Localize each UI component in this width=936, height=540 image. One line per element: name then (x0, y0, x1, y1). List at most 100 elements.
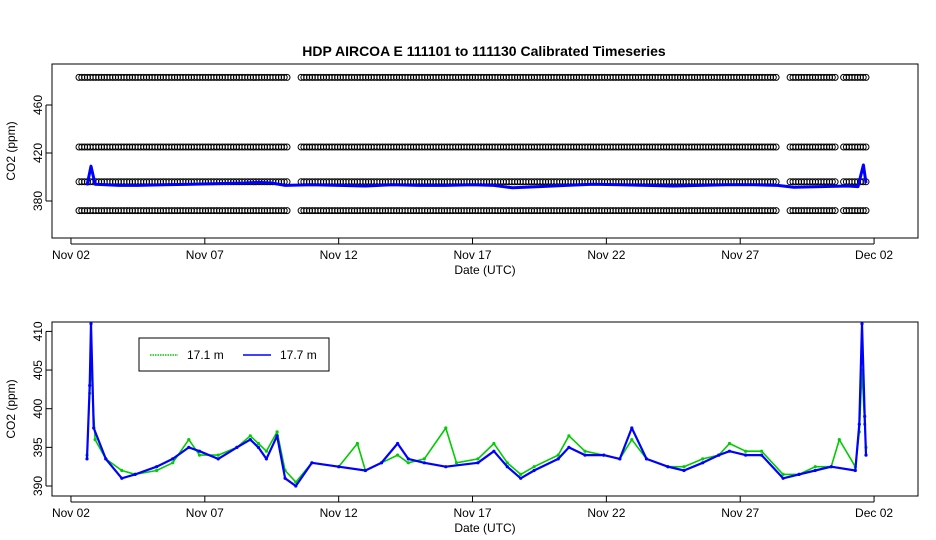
data-point (532, 465, 536, 469)
x-tick-label: Nov 02 (52, 506, 90, 520)
data-point (92, 426, 96, 430)
x-tick-label: Nov 02 (52, 248, 90, 262)
data-point (630, 438, 634, 442)
reference-point (283, 207, 291, 215)
y-axis-label: CO2 (ppm) (4, 379, 18, 438)
series-17-1m (85, 360, 868, 484)
data-point (216, 457, 220, 461)
data-point (567, 445, 571, 449)
reference-point (859, 73, 867, 81)
top-panel: Nov 02 Nov 07 Nov 12 Nov 17 Nov 22 Nov 27 Dec … (4, 63, 919, 277)
reference-point (828, 143, 836, 151)
data-point (682, 465, 686, 469)
data-point (583, 449, 587, 453)
reference-point (862, 207, 870, 215)
bottom-panel: Nov 02 Nov 07 Nov 12 Nov 17 Nov 22 Nov 27 Dec … (4, 321, 919, 535)
data-point (422, 457, 426, 461)
data-point (760, 449, 764, 453)
data-point (727, 449, 732, 453)
data-point (744, 453, 748, 457)
data-point (630, 426, 634, 430)
data-point (104, 457, 108, 461)
data-point (275, 434, 279, 438)
legend: 17.1 m 17.7 m (138, 337, 330, 372)
data-point (813, 465, 817, 469)
data-point (355, 441, 359, 446)
data-point (666, 465, 670, 469)
data-point (294, 480, 298, 484)
reference-point (280, 143, 288, 151)
series-ambient-line (85, 163, 868, 190)
data-point (264, 457, 268, 461)
data-point (310, 461, 314, 465)
x-tick-label: Nov 22 (587, 506, 625, 520)
chart-title: HDP AIRCOA E 111101 to 111130 Calibrated… (302, 43, 666, 59)
data-point (396, 453, 400, 457)
data-point (454, 461, 459, 465)
x-tick-label: Dec 02 (855, 248, 893, 262)
data-point (444, 465, 448, 469)
reference-point (772, 143, 780, 151)
data-point (406, 461, 410, 465)
data-point (88, 383, 92, 388)
x-axis-label: Date (UTC) (454, 521, 515, 535)
data-point (583, 453, 587, 457)
x-tick-label: Nov 17 (454, 248, 492, 262)
x-axis-label: Date (UTC) (454, 263, 515, 277)
reference-point (859, 143, 867, 151)
data-point (556, 453, 560, 457)
x-tick-label: Nov 12 (320, 248, 358, 262)
y-tick-label: 420 (31, 143, 45, 163)
data-point (187, 445, 191, 449)
reference-point (828, 73, 836, 81)
data-point (275, 430, 279, 434)
reference-point (862, 143, 870, 151)
data-point (863, 414, 867, 418)
data-point (171, 461, 175, 465)
series-line (86, 361, 867, 483)
x-tick-label: Nov 17 (454, 506, 492, 520)
data-point (133, 472, 137, 476)
y-tick-label: 390 (31, 476, 45, 496)
x-tick-label: Nov 27 (721, 248, 759, 262)
data-point (422, 461, 426, 465)
data-point (492, 449, 496, 453)
data-point (860, 322, 864, 326)
data-point (556, 457, 560, 461)
data-point (197, 449, 202, 453)
reference-point (769, 143, 777, 151)
data-point (256, 441, 260, 446)
data-point (256, 445, 260, 449)
data-point (602, 453, 606, 457)
data-point (857, 422, 861, 426)
reference-point (831, 73, 839, 81)
reference-point (862, 73, 870, 81)
y-tick-label: 410 (31, 321, 45, 341)
data-point (717, 453, 721, 457)
data-point (837, 438, 841, 442)
data-point (701, 457, 705, 461)
reference-point (828, 207, 836, 215)
data-point (248, 434, 252, 438)
data-point (519, 476, 523, 480)
y-tick-label: 460 (31, 95, 45, 115)
reference-point (772, 207, 780, 215)
data-point (682, 468, 686, 473)
data-point (476, 461, 480, 465)
x-tick-label: Nov 07 (186, 506, 224, 520)
data-point (379, 461, 384, 465)
data-point (396, 441, 400, 446)
reference-point (280, 207, 288, 215)
x-tick-label: Nov 27 (721, 506, 759, 520)
reference-point (828, 178, 836, 186)
data-point (235, 445, 239, 449)
data-point (829, 465, 833, 469)
data-point (248, 438, 252, 442)
data-point (406, 457, 410, 461)
data-point (264, 449, 268, 453)
legend-box (138, 337, 330, 372)
reference-point (283, 143, 291, 151)
data-point (216, 453, 220, 457)
reference-point (280, 73, 288, 81)
data-point (85, 457, 89, 461)
